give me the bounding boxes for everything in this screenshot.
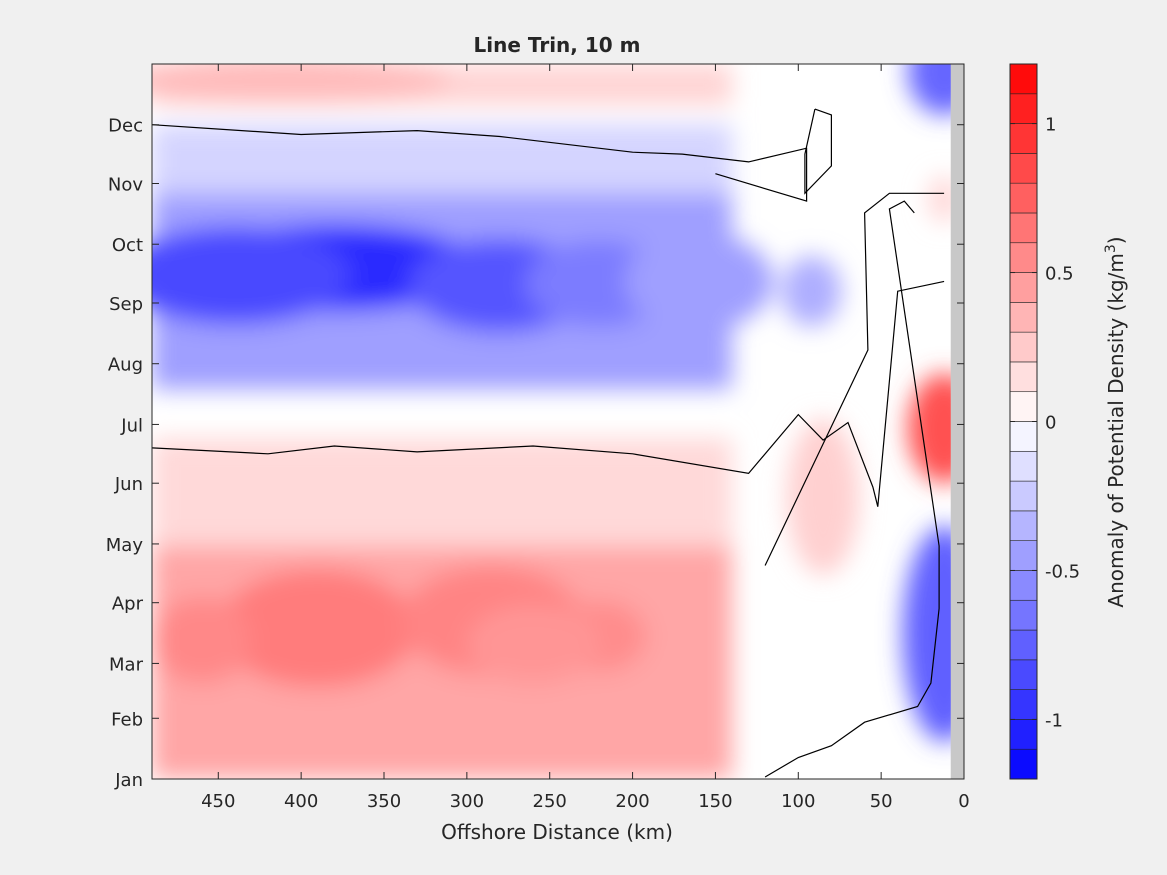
colorbar-tick-label: -1 [1045,710,1063,731]
y-axis: Jan Feb Mar Apr May Jun Jul Aug Sep Oct Nov Dec [106,116,964,791]
colorbar-block [1009,480,1038,512]
colorbar-block [1009,63,1038,95]
colorbar-label-superscript: 3 [1103,244,1119,253]
colorbar-block [1009,182,1038,214]
colorbar-blocks [1009,63,1038,780]
anomaly-blob-0 [218,569,418,687]
x-axis-label: Offshore Distance (km) [441,820,673,844]
colorbar-block [1009,599,1038,631]
y-tick-label: Sep [109,294,143,315]
colorbar-block [1009,212,1038,244]
anomaly-blob-4 [466,604,600,684]
anomaly-blob-15 [907,64,964,115]
colorbar-block [1009,242,1038,273]
zero-contour-3 [764,200,940,778]
anomaly-band-1 [152,438,732,546]
x-tick-label: 200 [615,791,649,812]
colorbar-label: Anomaly of Potential Density (kg/m3) [1103,236,1128,607]
y-tick-label: Dec [108,116,143,137]
colorbar-block [1009,421,1038,452]
x-tick-label: 250 [533,791,567,812]
x-axis: 450 400 350 300 250 200 150 100 50 0 [201,64,970,812]
colorbar-block [1009,331,1038,363]
colorbar-block [1009,540,1038,571]
x-tick-label: 100 [781,791,815,812]
anomaly-blob-10 [781,255,842,327]
colorbar-block [1009,391,1038,422]
colorbar-block [1009,570,1038,601]
colorbar-block [1009,510,1038,541]
anomaly-blob-2 [152,596,252,684]
anomaly-blobs [152,64,964,779]
x-tick-label: 350 [367,791,401,812]
zero-contour-2 [764,192,945,566]
colorbar-tick-label: 1 [1045,115,1056,136]
colorbar-block [1009,361,1038,393]
colorbar-label-close: ) [1104,236,1128,244]
colorbar-tick-label: 0 [1045,413,1056,434]
plot-frame [151,63,965,780]
y-tick-label: Nov [108,174,143,195]
anomaly-blob-14 [902,526,964,742]
colorbar-block [1009,719,1038,750]
anomaly-field [152,64,964,779]
zero-contour-4 [804,108,833,195]
anomaly-blob-12 [786,418,860,576]
y-tick-label: Apr [112,594,144,615]
x-tick-label: 50 [870,791,893,812]
colorbar-tick-label: 0.5 [1045,264,1074,285]
y-tick-label: Feb [111,709,143,730]
chart-title: Line Trin, 10 m [474,33,641,57]
x-tick-label: 400 [284,791,318,812]
colorbar-block [1009,748,1038,780]
colorbar-block [1009,659,1038,690]
x-tick-label: 300 [450,791,484,812]
y-tick-label: Jun [114,474,143,495]
colorbar-block [1009,689,1038,720]
land-mask [950,64,964,779]
colorbar-block [1009,123,1038,154]
y-tick-label: Aug [108,355,143,376]
y-tick-label: Mar [109,654,144,675]
y-tick-label: Jul [120,415,143,436]
x-tick-label: 150 [698,791,732,812]
colorbar-tick-label: -0.5 [1045,561,1080,582]
y-tick-label: Jan [114,770,143,791]
anomaly-blob-9 [624,232,774,331]
colorbar: -1 -0.5 0 0.5 1 Anomaly of Potential Density… [1009,63,1128,780]
y-tick-label: May [106,535,144,556]
anomaly-blob-6 [152,226,351,325]
colorbar-block [1009,153,1038,184]
colorbar-block [1009,629,1038,661]
colorbar-block [1009,302,1038,333]
x-tick-label: 0 [958,791,969,812]
colorbar-block [1009,272,1038,303]
anomaly-blob-13 [907,373,964,484]
plot-area: 450 400 350 300 250 200 150 100 50 0 Jan Feb Mar Apr… [106,63,970,812]
colorbar-block [1009,450,1038,482]
zero-contour-0 [152,280,945,507]
x-tick-label: 450 [201,791,235,812]
colorbar-block [1009,93,1038,124]
colorbar-ticks: -1 -0.5 0 0.5 1 [1010,115,1080,731]
anomaly-blob-11 [152,64,451,104]
zero-contour-1 [152,124,808,202]
y-tick-label: Oct [112,235,143,256]
anomaly-band-3 [152,124,732,194]
colorbar-label-main: Anomaly of Potential Density (kg/m [1104,253,1128,607]
